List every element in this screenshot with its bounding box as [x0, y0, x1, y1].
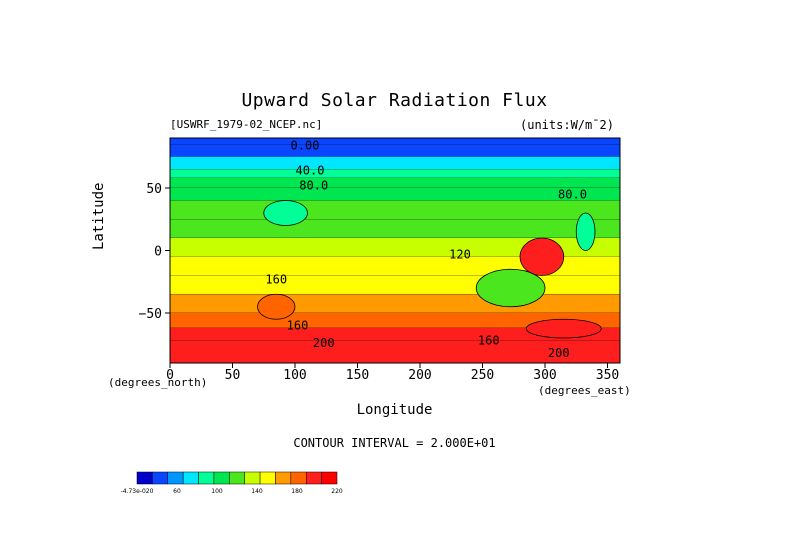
- x-tick-label-250: 250: [471, 368, 494, 383]
- band-1: [170, 144, 620, 157]
- contour-interval-label: CONTOUR INTERVAL = 2.000E+01: [293, 436, 496, 450]
- x-tick-label-200: 200: [408, 368, 431, 383]
- colorbar-label-0: -4.73e-020: [121, 488, 154, 495]
- colorbar-label-3: 140: [251, 488, 263, 495]
- band-13: [170, 328, 620, 341]
- x-tick-label-300: 300: [533, 368, 556, 383]
- colorbar-label-5: 220: [331, 488, 343, 495]
- colorbar-swatch-7: [244, 471, 261, 485]
- contour-label-5: 160: [265, 272, 287, 286]
- band-0: [170, 138, 620, 145]
- band-10: [170, 275, 620, 295]
- band-11: [170, 294, 620, 313]
- y-axis-unit: (degrees_north): [108, 376, 208, 389]
- contour-label-1: 40.0: [296, 164, 325, 178]
- region-3: [257, 293, 296, 320]
- axes: 0 50 100 150 200 250 300 350 50 0 −50: [139, 137, 621, 383]
- contour-label-4: 120: [449, 247, 471, 261]
- colorbar-swatch-5: [213, 471, 230, 485]
- contour-label-2: 80.0: [299, 179, 328, 193]
- colorbar-swatch-6: [229, 471, 245, 485]
- region-1: [475, 268, 546, 308]
- y-tick-label-0: 0: [154, 245, 162, 260]
- colorbar-swatch-0: [136, 471, 153, 485]
- colorbar-swatch-11: [305, 471, 322, 485]
- colorbar-swatch-2: [167, 471, 184, 485]
- band-6: [170, 200, 620, 220]
- band-4: [170, 178, 620, 188]
- band-2: [170, 156, 620, 170]
- colorbar-swatch-9: [275, 471, 292, 485]
- band-5: [170, 188, 620, 201]
- contour-label-0: 0.00: [291, 139, 320, 153]
- x-tick-label-350: 350: [596, 368, 619, 383]
- colorbar-swatch-8: [259, 471, 276, 485]
- colorbar-label-4: 180: [291, 488, 303, 495]
- x-tick-label-150: 150: [346, 368, 369, 383]
- colorbar-swatch-3: [182, 471, 199, 485]
- colorbar-swatch-1: [152, 471, 169, 485]
- colorbar: -4.73e-020 60 100 140 180 220: [121, 471, 343, 495]
- y-tick-label--50: −50: [139, 307, 162, 322]
- region-5: [263, 200, 308, 226]
- source-file-label: [USWRF_1979-02_NCEP.nc]: [170, 118, 323, 131]
- y-tick-label-50: 50: [146, 182, 162, 197]
- x-axis-unit: (degrees_east): [538, 384, 631, 397]
- colorbar-label-2: 100: [211, 488, 223, 495]
- x-tick-label-50: 50: [225, 368, 241, 383]
- band-8: [170, 238, 620, 257]
- band-14: [170, 340, 620, 363]
- contour-label-6: 160: [287, 319, 309, 333]
- x-tick-label-0: 0: [166, 368, 174, 383]
- region-2: [575, 212, 596, 251]
- chart-title: Upward Solar Radiation Flux: [241, 90, 548, 111]
- contour-label-7: 200: [313, 336, 335, 350]
- band-7: [170, 219, 620, 238]
- contour-label-8: 160: [478, 334, 500, 348]
- region-0: [519, 237, 565, 276]
- colorbar-swatch-10: [290, 471, 307, 485]
- units-label: (units:W/m¯2): [520, 118, 614, 132]
- colorbar-label-1: 60: [173, 488, 181, 495]
- contour-label-3: 80.0: [558, 187, 587, 201]
- contour-label-9: 200: [548, 346, 570, 360]
- region-4: [525, 318, 602, 339]
- band-3: [170, 169, 620, 178]
- colorbar-swatch-12: [321, 471, 338, 485]
- x-tick-label-100: 100: [283, 368, 306, 383]
- x-axis-title: Longitude: [356, 402, 433, 418]
- colorbar-swatch-4: [198, 471, 215, 485]
